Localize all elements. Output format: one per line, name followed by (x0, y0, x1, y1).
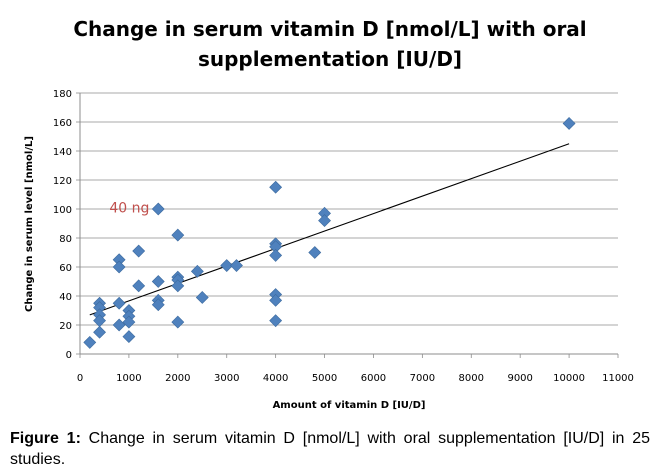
data-point (220, 259, 234, 272)
data-point (318, 214, 331, 228)
annotation-40ng: 40 ng (109, 201, 149, 217)
data-point (83, 335, 97, 349)
y-tick-label: 100 (53, 205, 72, 216)
data-point (151, 202, 165, 216)
x-tick-label: 9000 (507, 373, 532, 384)
y-tick-label: 160 (53, 118, 72, 129)
data-point (122, 315, 136, 329)
gridlines (80, 92, 618, 326)
data-point (132, 244, 146, 258)
x-tick-label: 6000 (361, 373, 386, 384)
data-point (132, 279, 146, 293)
y-tick-label: 0 (66, 350, 72, 361)
y-tick-label: 40 (59, 292, 72, 303)
data-point (171, 279, 185, 293)
trendline (89, 143, 570, 316)
data-point (269, 293, 283, 307)
y-tick-label: 140 (53, 147, 72, 158)
x-tick-label: 4000 (263, 373, 288, 384)
y-tick-label: 80 (59, 234, 72, 245)
y-tick-label: 120 (53, 176, 72, 187)
axes (76, 92, 619, 358)
data-point (112, 260, 126, 274)
y-tick-labels: 0 20 40 60 80 100 120 140 160 180 (53, 89, 72, 361)
data-point (151, 298, 165, 312)
scatter-chart: 0 20 40 60 80 100 120 140 160 180 0 1000 2000 3000 40… (24, 89, 634, 411)
x-tick-label: 1000 (116, 373, 141, 384)
caption-lead: Figure 1: (10, 430, 81, 447)
x-axis-label: Amount of vitamin D [IU/D] (273, 400, 426, 411)
data-points (83, 117, 576, 349)
data-point (171, 228, 185, 242)
chart-title: Change in serum vitamin D [nmol/L] with … (73, 17, 587, 71)
data-point (171, 315, 185, 329)
caption-text: Change in serum vitamin D [nmol/L] with … (10, 430, 651, 468)
x-tick-label: 0 (77, 373, 83, 384)
data-point (93, 325, 106, 339)
x-tick-label: 8000 (459, 373, 484, 384)
data-point (112, 318, 126, 332)
data-point (308, 246, 322, 259)
data-point (122, 330, 136, 344)
data-point (151, 275, 165, 288)
x-tick-label: 3000 (214, 373, 239, 384)
data-point (195, 291, 209, 304)
x-tick-label: 2000 (165, 373, 190, 384)
x-tick-label: 10000 (553, 373, 585, 384)
data-point (190, 264, 204, 278)
data-point (269, 248, 283, 262)
y-tick-label: 180 (53, 89, 72, 100)
x-tick-label: 11000 (602, 373, 634, 384)
x-tick-label: 5000 (312, 373, 337, 384)
data-point (562, 117, 576, 130)
y-tick-label: 60 (59, 263, 72, 274)
figure-caption: Figure 1: Change in serum vitamin D [nmo… (10, 428, 650, 470)
data-point (112, 296, 126, 310)
data-point (269, 314, 283, 328)
y-axis-label: Change in serum level [nmol/L] (24, 136, 35, 312)
trendline-group (89, 143, 570, 316)
x-tick-label: 7000 (410, 373, 435, 384)
y-tick-label: 20 (59, 321, 72, 332)
x-tick-labels: 0 1000 2000 3000 4000 5000 6000 7000 8000 9000 100… (77, 373, 634, 384)
data-point (269, 180, 283, 194)
data-point (230, 259, 243, 272)
